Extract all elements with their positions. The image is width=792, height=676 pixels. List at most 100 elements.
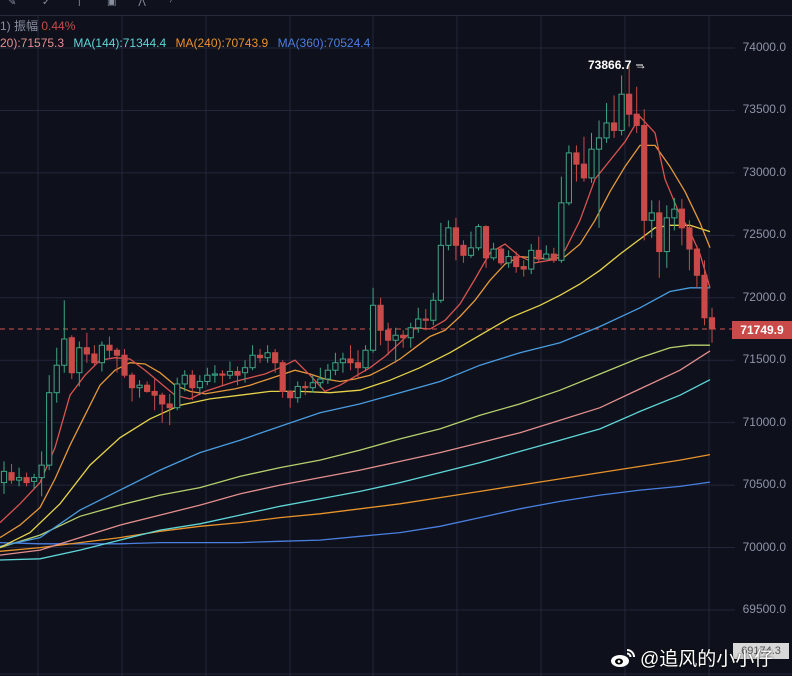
candle <box>663 217 670 253</box>
candle <box>482 226 490 259</box>
candle <box>452 227 460 246</box>
toolbar: ✎ ✓ | ▣ ⋀ ⁄ <box>0 0 792 16</box>
candle <box>226 370 234 376</box>
candle <box>528 249 535 270</box>
ma120-line <box>0 350 711 556</box>
candle <box>422 318 429 321</box>
candle <box>31 477 38 482</box>
candle <box>535 249 542 260</box>
candle <box>641 124 648 221</box>
candle <box>91 353 98 364</box>
legend-ma360: MA(360):70524.4 <box>277 36 371 50</box>
candle <box>23 477 30 484</box>
amplitude-value: 0.44% <box>41 19 76 33</box>
y-tick-label: 73000.0 <box>742 164 786 179</box>
candle <box>467 247 475 256</box>
y-tick-label: 71500.0 <box>742 352 786 367</box>
candle <box>377 304 384 331</box>
legend-line-1: 1) 振幅 0.44% <box>0 17 75 34</box>
legend-ma144: MA(144):71344.4 <box>73 36 167 50</box>
candle <box>550 253 557 261</box>
candle <box>430 299 437 321</box>
candle <box>241 367 249 374</box>
candle <box>400 334 407 339</box>
candle <box>633 113 640 126</box>
candle <box>603 122 610 139</box>
candle <box>287 390 294 399</box>
candle <box>437 244 444 301</box>
candle <box>15 477 23 481</box>
candle <box>339 358 347 364</box>
slash-icon[interactable]: ⁄ <box>170 0 172 6</box>
ma20-line <box>0 224 711 549</box>
candle <box>0 470 8 484</box>
candle <box>460 244 467 256</box>
candle <box>369 304 377 351</box>
candle <box>573 152 580 165</box>
candle <box>106 344 113 351</box>
candle <box>678 208 685 229</box>
ma60-line <box>0 287 710 547</box>
line-tool-icon[interactable]: | <box>78 0 81 6</box>
ma5-line <box>0 115 711 524</box>
candle <box>392 334 399 341</box>
weibo-watermark: @追风的小小仔 <box>610 644 773 671</box>
candle <box>354 362 362 369</box>
candle <box>558 202 565 261</box>
candle <box>68 337 75 374</box>
candle <box>204 374 211 382</box>
candle <box>128 374 136 389</box>
candle <box>159 394 166 405</box>
high-price-annotation: 73866.7 → <box>588 58 647 72</box>
drawing-tool-icon[interactable]: ✎ <box>8 0 17 6</box>
candle <box>211 373 218 376</box>
candle <box>189 374 196 389</box>
candle <box>445 227 452 246</box>
candle <box>475 226 482 249</box>
candle <box>98 344 106 364</box>
candle <box>166 403 173 409</box>
candle <box>151 390 158 396</box>
current-price-tag: 71749.9 <box>732 321 792 339</box>
y-tick-label: 72000.0 <box>742 289 786 304</box>
candle <box>648 212 655 221</box>
ma360-line <box>0 481 711 545</box>
amplitude-label: 振幅 <box>14 19 39 33</box>
y-tick-label: 71000.0 <box>742 414 786 429</box>
candle <box>701 274 708 319</box>
calendar-icon[interactable]: ▣ <box>107 0 117 6</box>
candle <box>385 329 392 341</box>
candle <box>264 352 271 359</box>
candle <box>686 227 693 250</box>
candle <box>136 384 143 389</box>
candle <box>196 380 203 389</box>
candle <box>76 347 83 374</box>
ma10-line <box>0 144 711 539</box>
candle <box>693 248 701 276</box>
candle <box>53 364 60 394</box>
candle <box>46 392 53 466</box>
candle <box>309 382 316 389</box>
y-tick-label: 72500.0 <box>742 227 786 242</box>
candle <box>618 93 625 131</box>
legend-ma240: MA(240):70743.9 <box>175 36 269 50</box>
brush-icon[interactable]: ✓ <box>42 0 51 6</box>
candle <box>38 464 45 479</box>
candle <box>595 137 603 150</box>
indicator-icon[interactable]: ⋀ <box>138 0 147 6</box>
candle <box>565 152 572 204</box>
candle <box>347 358 354 364</box>
candle <box>332 362 339 371</box>
candle <box>656 212 663 253</box>
ma240-line <box>0 453 711 552</box>
candle <box>174 383 181 409</box>
candle <box>272 352 279 364</box>
candle <box>302 385 309 389</box>
candle <box>708 317 716 330</box>
candle <box>61 338 68 366</box>
candle <box>407 327 414 339</box>
candle <box>626 93 633 115</box>
weibo-logo-icon <box>611 649 635 667</box>
candle <box>498 248 505 264</box>
